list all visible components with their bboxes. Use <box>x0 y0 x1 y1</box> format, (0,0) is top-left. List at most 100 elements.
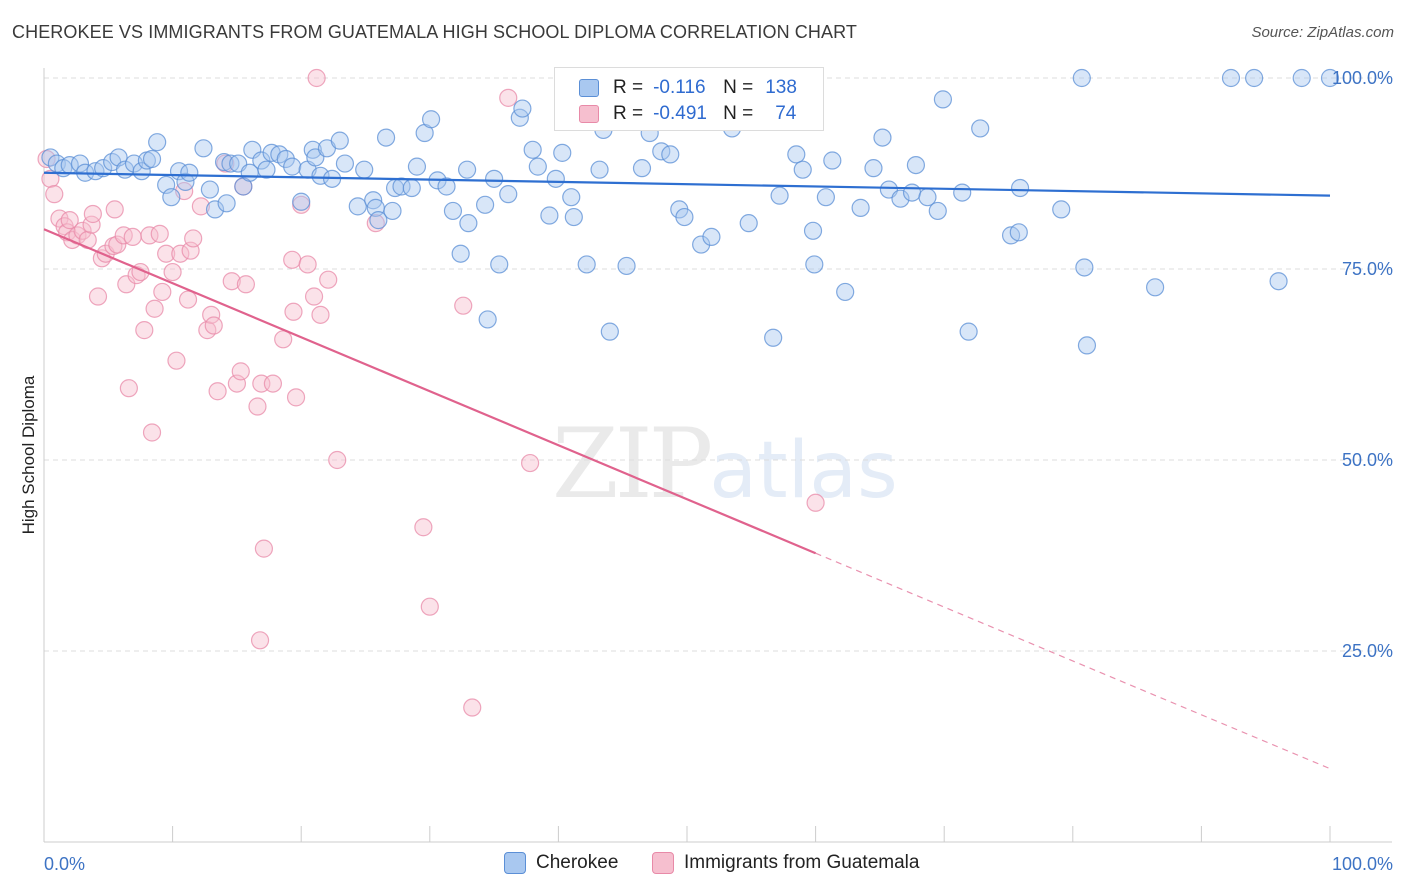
cherokee-point <box>194 139 213 158</box>
cherokee-point <box>564 207 583 227</box>
cherokee-point <box>205 200 225 219</box>
cherokee-point <box>162 188 181 207</box>
legend-r-label: R = <box>613 103 644 124</box>
series-legend-cherokee[interactable]: Cherokee <box>504 852 618 874</box>
cherokee-point <box>459 214 478 233</box>
guatemala-point <box>45 185 64 204</box>
correlation-legend: R = -0.116 N = 138 R = -0.491 N = 74 <box>554 67 824 131</box>
series-legend: Cherokee Immigrants from Guatemala <box>0 852 1406 878</box>
cherokee-point <box>1009 223 1028 242</box>
guatemala-point <box>283 250 302 269</box>
guatemala-point <box>254 539 274 558</box>
x-tick-label: 100.0% <box>1332 854 1393 874</box>
cherokee-point <box>490 255 509 274</box>
series-cherokee-points <box>41 68 1340 355</box>
cherokee-point <box>1077 336 1097 355</box>
guatemala-point <box>88 287 108 306</box>
cherokee-point <box>421 110 441 129</box>
guatemala-point <box>806 493 825 512</box>
cherokee-point <box>1072 68 1091 88</box>
guatemala-point <box>60 211 79 230</box>
y-tick-label: 75.0% <box>1342 259 1393 279</box>
cherokee-point <box>632 159 652 178</box>
guatemala-point <box>304 287 324 306</box>
cherokee-point <box>600 322 619 341</box>
cherokee-point <box>692 235 711 254</box>
cherokee-point <box>70 154 90 173</box>
cherokee-point <box>513 99 532 118</box>
cherokee-point <box>499 185 518 204</box>
cherokee-point <box>540 206 559 225</box>
guatemala-point <box>145 299 164 318</box>
series-swatch-cherokee <box>504 852 526 874</box>
chart-title: CHEROKEE VS IMMIGRANTS FROM GUATEMALA HI… <box>12 22 857 42</box>
y-tick-label: 50.0% <box>1342 450 1393 470</box>
guatemala-point <box>420 597 439 616</box>
cherokee-point <box>851 198 870 217</box>
cherokee-point <box>148 133 167 152</box>
cherokee-point <box>836 282 855 302</box>
guatemala-point <box>153 282 172 302</box>
legend-n-value-guatemala: 74 <box>775 103 797 124</box>
guatemala-point <box>208 382 227 401</box>
guatemala-point <box>157 244 176 263</box>
y-tick-label: 25.0% <box>1342 641 1393 661</box>
axes <box>43 68 1392 843</box>
cherokee-point <box>816 188 835 207</box>
guatemala-point <box>117 275 136 294</box>
guatemala-point <box>307 68 326 88</box>
legend-n-value-cherokee: 138 <box>765 77 797 98</box>
guatemala-point <box>319 270 338 289</box>
cherokee-point <box>1052 200 1071 219</box>
guatemala-point <box>311 305 330 324</box>
legend-r-value-cherokee: -0.116 <box>653 77 706 98</box>
cherokee-point <box>180 163 199 182</box>
cherokee-point <box>176 172 195 192</box>
guatemala-point <box>263 374 283 393</box>
cherokee-point <box>214 152 234 172</box>
legend-swatch-cherokee <box>579 79 599 97</box>
cherokee-point <box>823 151 842 170</box>
guatemala-point <box>231 362 250 381</box>
guatemala-point <box>105 200 124 219</box>
guatemala-point <box>114 226 133 245</box>
watermark: ZIPatlas <box>552 408 898 520</box>
guatemala-point <box>178 290 198 309</box>
y-axis-title: High School Diploma <box>19 375 38 534</box>
cherokee-point <box>252 151 271 170</box>
guatemala-point <box>123 227 142 247</box>
cherokee-point <box>971 119 990 138</box>
cherokee-point <box>764 328 783 347</box>
guatemala-point <box>250 631 270 650</box>
guatemala-point <box>135 321 154 340</box>
axis-labels: 100.0% 75.0% 50.0% 25.0% 0.0% 100.0% High Scho… <box>19 68 1393 874</box>
cherokee-point <box>1075 258 1094 277</box>
trend-lines <box>43 171 1331 770</box>
guatemala-point <box>204 316 223 335</box>
cherokee-point <box>451 244 470 263</box>
guatemala-point <box>119 379 138 398</box>
cherokee-point <box>661 145 680 164</box>
cherokee-point <box>94 159 113 178</box>
watermark-zip: ZIP <box>552 408 713 520</box>
trend-line-guatemala <box>43 228 817 555</box>
guatemala-point <box>167 351 186 370</box>
cherokee-point <box>553 143 572 162</box>
guatemala-point <box>41 169 60 188</box>
cherokee-point <box>457 160 477 179</box>
cherokee-point <box>217 194 236 213</box>
watermark-atlas: atlas <box>709 426 898 516</box>
guatemala-point <box>414 518 433 537</box>
guatemala-point <box>499 88 518 107</box>
series-legend-guatemala[interactable]: Immigrants from Guatemala <box>652 852 919 874</box>
cherokee-point <box>1221 68 1241 88</box>
y-tick-label: 100.0% <box>1332 68 1393 88</box>
cherokee-point <box>383 201 402 221</box>
guatemala-point <box>150 224 169 243</box>
legend-row-guatemala: R = -0.491 N = 74 <box>579 102 796 126</box>
trend-line-cherokee <box>43 171 1331 197</box>
cherokee-point <box>787 145 806 164</box>
guatemala-point <box>286 388 306 407</box>
cherokee-point <box>1269 272 1288 291</box>
cherokee-point <box>577 255 596 274</box>
